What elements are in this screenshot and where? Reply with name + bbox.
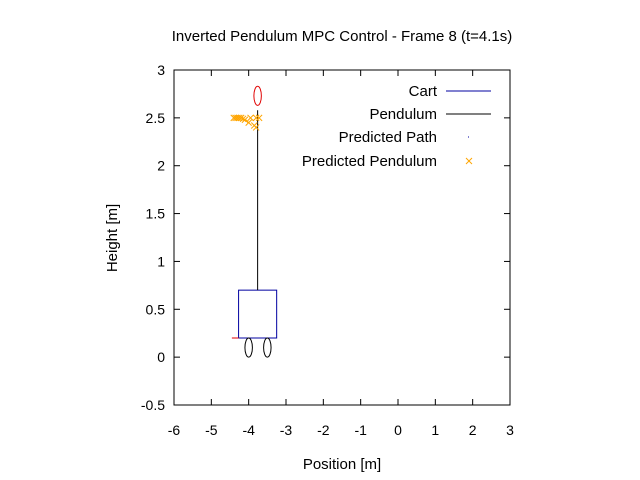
y-tick-label: 0.5 [146, 301, 166, 317]
marker-stroke [235, 114, 243, 122]
y-tick-label: 2.5 [146, 110, 166, 126]
legend-swatch-dot [468, 136, 469, 138]
x-tick-label: -3 [280, 422, 293, 438]
legend-label: Pendulum [369, 106, 437, 123]
y-tick-label: 1.5 [146, 206, 166, 222]
chart-title: Inverted Pendulum MPC Control - Frame 8 … [172, 28, 513, 45]
y-tick-label: 3 [157, 62, 165, 78]
x-tick-label: 0 [394, 422, 402, 438]
y-tick-label: 2 [157, 158, 165, 174]
y-tick-label: 0 [157, 349, 165, 365]
marker-stroke [252, 114, 260, 122]
marker-stroke [465, 157, 473, 165]
predicted-pendulum-point [255, 114, 263, 122]
x-tick-label: -1 [354, 422, 367, 438]
legend-swatch-x [465, 157, 473, 165]
x-tick-label: -5 [205, 422, 218, 438]
legend-label: Predicted Path [339, 129, 437, 146]
marker-stroke [252, 124, 260, 131]
x-tick-label: -2 [317, 422, 330, 438]
marker-stroke [241, 116, 249, 124]
predicted-pendulum-point [247, 114, 254, 122]
cart-body [238, 289, 278, 339]
marker-stroke [255, 114, 263, 122]
legend-label: Cart [409, 83, 438, 100]
cart-wheel [244, 337, 253, 358]
marker-stroke [239, 115, 247, 123]
x-tick-label: 2 [469, 422, 477, 438]
plot-frame [173, 69, 511, 406]
cart-wheel [263, 337, 272, 358]
y-axis-label: Height [m] [104, 204, 121, 272]
predicted-pendulum-point [241, 116, 249, 124]
marker-stroke [247, 114, 254, 122]
y-tick-label: -0.5 [141, 397, 165, 413]
predicted-pendulum-point [239, 115, 247, 123]
x-tick-label: 1 [431, 422, 439, 438]
legend-label: Predicted Pendulum [302, 153, 437, 170]
x-tick-label: -4 [242, 422, 255, 438]
marker-stroke [237, 114, 245, 122]
predicted-pendulum-point [252, 124, 260, 131]
x-tick-label: 3 [506, 422, 514, 438]
pendulum-bob [253, 85, 262, 106]
y-tick-label: 1 [157, 253, 165, 269]
legend: Cart Pendulum Predicted Path Predicted Pend… [302, 83, 491, 170]
marker-stroke [245, 119, 253, 126]
predicted-pendulum-point [245, 119, 253, 126]
x-axis-label: Position [m] [303, 456, 381, 473]
x-tick-label: -6 [168, 422, 181, 438]
predicted-pendulum-point [252, 114, 260, 122]
predicted-pendulum-point [237, 114, 245, 122]
